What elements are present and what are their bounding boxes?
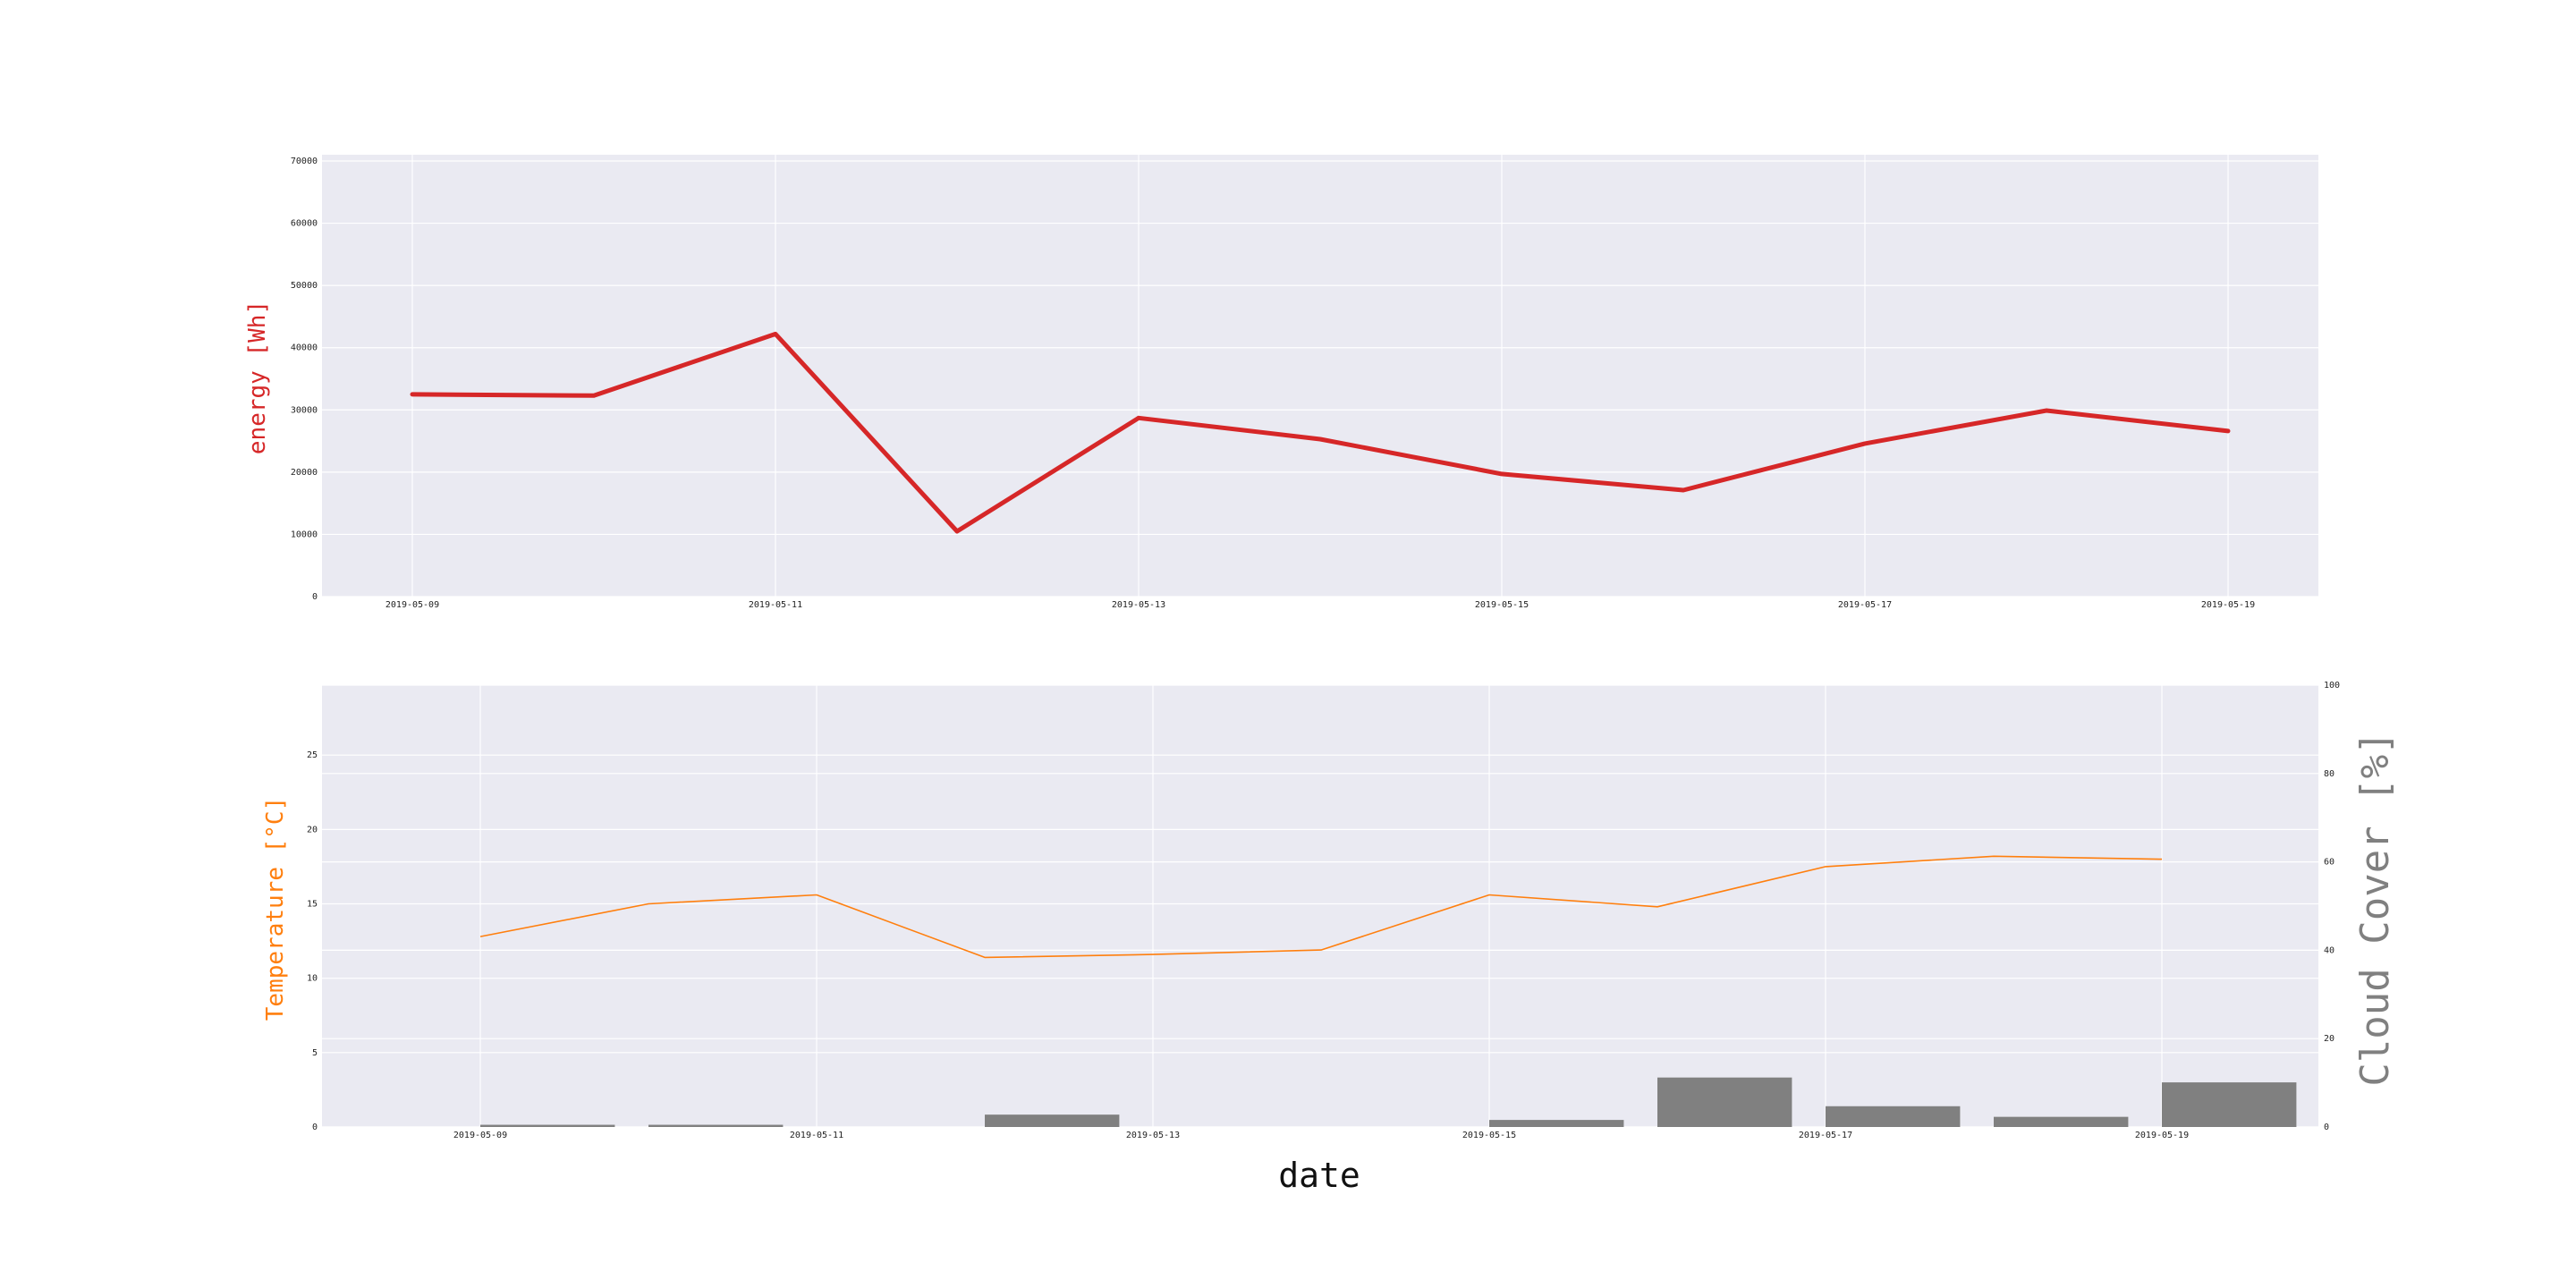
energy-y-tick-label: 70000 bbox=[291, 157, 318, 166]
temperature-y-tick-label: 25 bbox=[307, 750, 318, 760]
temperature-y-tick-label: 5 bbox=[312, 1048, 318, 1058]
cloud-cover-bar bbox=[1489, 1120, 1624, 1127]
temperature-y-axis-label: Temperature [°C] bbox=[262, 797, 289, 1021]
weather-x-tick-labels: 2019-05-09 2019-05-11 2019-05-13 2019-05-15… bbox=[453, 1131, 2189, 1140]
weather-x-tick-label: 2019-05-13 bbox=[1126, 1131, 1180, 1140]
cloud-cover-y-axis-label: Cloud Cover [%] bbox=[2352, 731, 2398, 1086]
energy-grid bbox=[322, 155, 2318, 597]
energy-series bbox=[410, 331, 2231, 534]
energy-y-tick-labels: 0 10000 20000 30000 40000 50000 60000 70000 bbox=[291, 157, 318, 602]
energy-y-tick-label: 50000 bbox=[291, 281, 318, 291]
temperature-y-tick-label: 10 bbox=[307, 974, 318, 984]
cloud-cover-bar bbox=[2162, 1082, 2297, 1127]
weather-panel: 2019-05-09 2019-05-11 2019-05-13 2019-05-15… bbox=[262, 681, 2398, 1195]
weather-x-tick-label: 2019-05-09 bbox=[453, 1131, 507, 1140]
energy-x-tick-label: 2019-05-15 bbox=[1475, 600, 1529, 610]
weather-x-tick-label: 2019-05-11 bbox=[790, 1131, 843, 1140]
energy-x-tick-label: 2019-05-13 bbox=[1112, 600, 1165, 610]
cloud-cover-y-tick-labels: 0 20 40 60 80 100 bbox=[2324, 681, 2340, 1132]
cloud-cover-bar bbox=[480, 1124, 615, 1127]
energy-axes-face bbox=[322, 155, 2318, 597]
cloud-cover-y-tick-label: 40 bbox=[2324, 945, 2334, 955]
energy-y-tick-label: 40000 bbox=[291, 343, 318, 353]
energy-x-tick-labels: 2019-05-09 2019-05-11 2019-05-13 2019-05-15… bbox=[386, 600, 2255, 610]
energy-y-tick-label: 0 bbox=[312, 592, 318, 602]
cloud-cover-y-tick-label: 80 bbox=[2324, 769, 2334, 779]
cloud-cover-bar bbox=[985, 1114, 1120, 1127]
temperature-y-tick-label: 0 bbox=[312, 1123, 318, 1132]
energy-x-tick-label: 2019-05-17 bbox=[1838, 600, 1892, 610]
weather-x-tick-label: 2019-05-17 bbox=[1799, 1131, 1852, 1140]
cloud-cover-bar bbox=[648, 1124, 784, 1127]
temperature-y-tick-label: 20 bbox=[307, 825, 318, 835]
cloud-cover-y-tick-label: 0 bbox=[2324, 1123, 2329, 1132]
cloud-cover-bar bbox=[1826, 1106, 1961, 1127]
energy-x-tick-label: 2019-05-09 bbox=[386, 600, 439, 610]
x-axis-label: date bbox=[1278, 1156, 1360, 1195]
temperature-y-tick-label: 15 bbox=[307, 900, 318, 910]
cloud-cover-y-tick-label: 60 bbox=[2324, 858, 2334, 868]
energy-y-axis-label: energy [Wh] bbox=[244, 301, 271, 454]
energy-y-tick-label: 30000 bbox=[291, 405, 318, 415]
cloud-cover-y-tick-label: 20 bbox=[2324, 1034, 2334, 1044]
cloud-cover-bar bbox=[1657, 1077, 1792, 1127]
energy-panel: 2019-05-09 2019-05-11 2019-05-13 2019-05-15… bbox=[244, 155, 2318, 610]
energy-x-tick-label: 2019-05-19 bbox=[2201, 600, 2255, 610]
cloud-cover-bars bbox=[480, 1077, 2297, 1127]
weather-axes-face bbox=[322, 685, 2318, 1127]
energy-y-tick-label: 20000 bbox=[291, 468, 318, 478]
weather-x-tick-label: 2019-05-15 bbox=[1462, 1131, 1516, 1140]
weather-x-tick-label: 2019-05-19 bbox=[2135, 1131, 2189, 1140]
energy-y-tick-label: 60000 bbox=[291, 219, 318, 229]
cloud-cover-bar bbox=[1994, 1116, 2129, 1127]
cloud-cover-y-tick-label: 100 bbox=[2324, 681, 2340, 691]
temperature-series bbox=[479, 855, 2163, 959]
temperature-y-tick-labels: 0 5 10 15 20 25 bbox=[307, 750, 318, 1132]
energy-y-tick-label: 10000 bbox=[291, 530, 318, 539]
energy-x-tick-label: 2019-05-11 bbox=[749, 600, 802, 610]
